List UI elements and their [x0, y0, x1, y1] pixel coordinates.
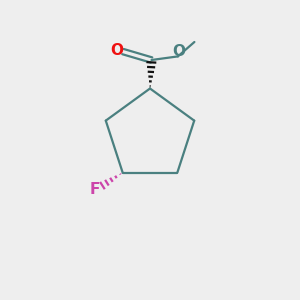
Text: F: F	[90, 182, 100, 197]
Text: O: O	[110, 43, 123, 58]
Text: O: O	[172, 44, 186, 59]
